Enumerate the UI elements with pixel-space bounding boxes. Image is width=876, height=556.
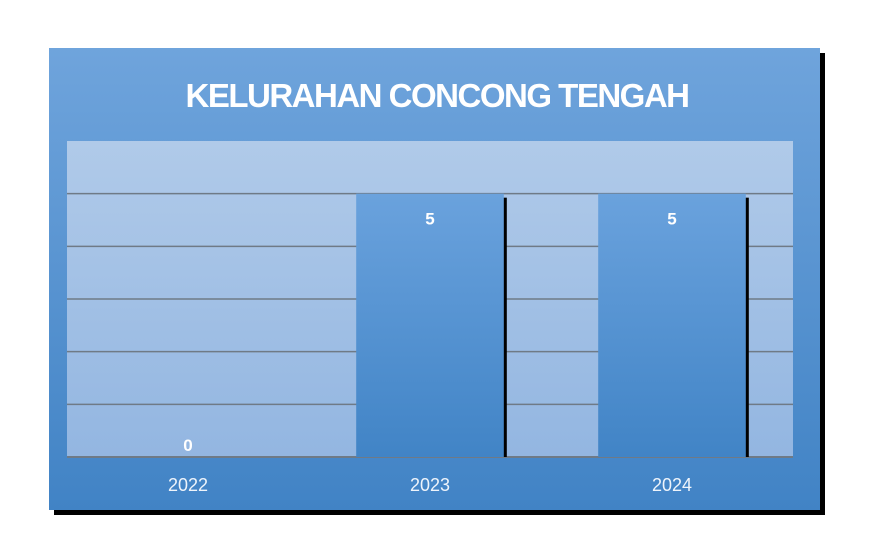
- x-tick-label-2024: 2024: [652, 475, 692, 495]
- x-tick-label-2022: 2022: [168, 475, 208, 495]
- bar-shadow: [744, 197, 749, 457]
- bar-2023: [356, 193, 504, 457]
- x-tick-label-2023: 2023: [410, 475, 450, 495]
- chart-title: KELURAHAN CONCONG TENGAH: [186, 77, 689, 114]
- bar-2024: [598, 193, 746, 457]
- data-label-2024: 5: [667, 210, 676, 229]
- data-label-2023: 5: [425, 210, 434, 229]
- data-label-2022: 0: [183, 436, 192, 455]
- bar-shadow: [502, 197, 507, 457]
